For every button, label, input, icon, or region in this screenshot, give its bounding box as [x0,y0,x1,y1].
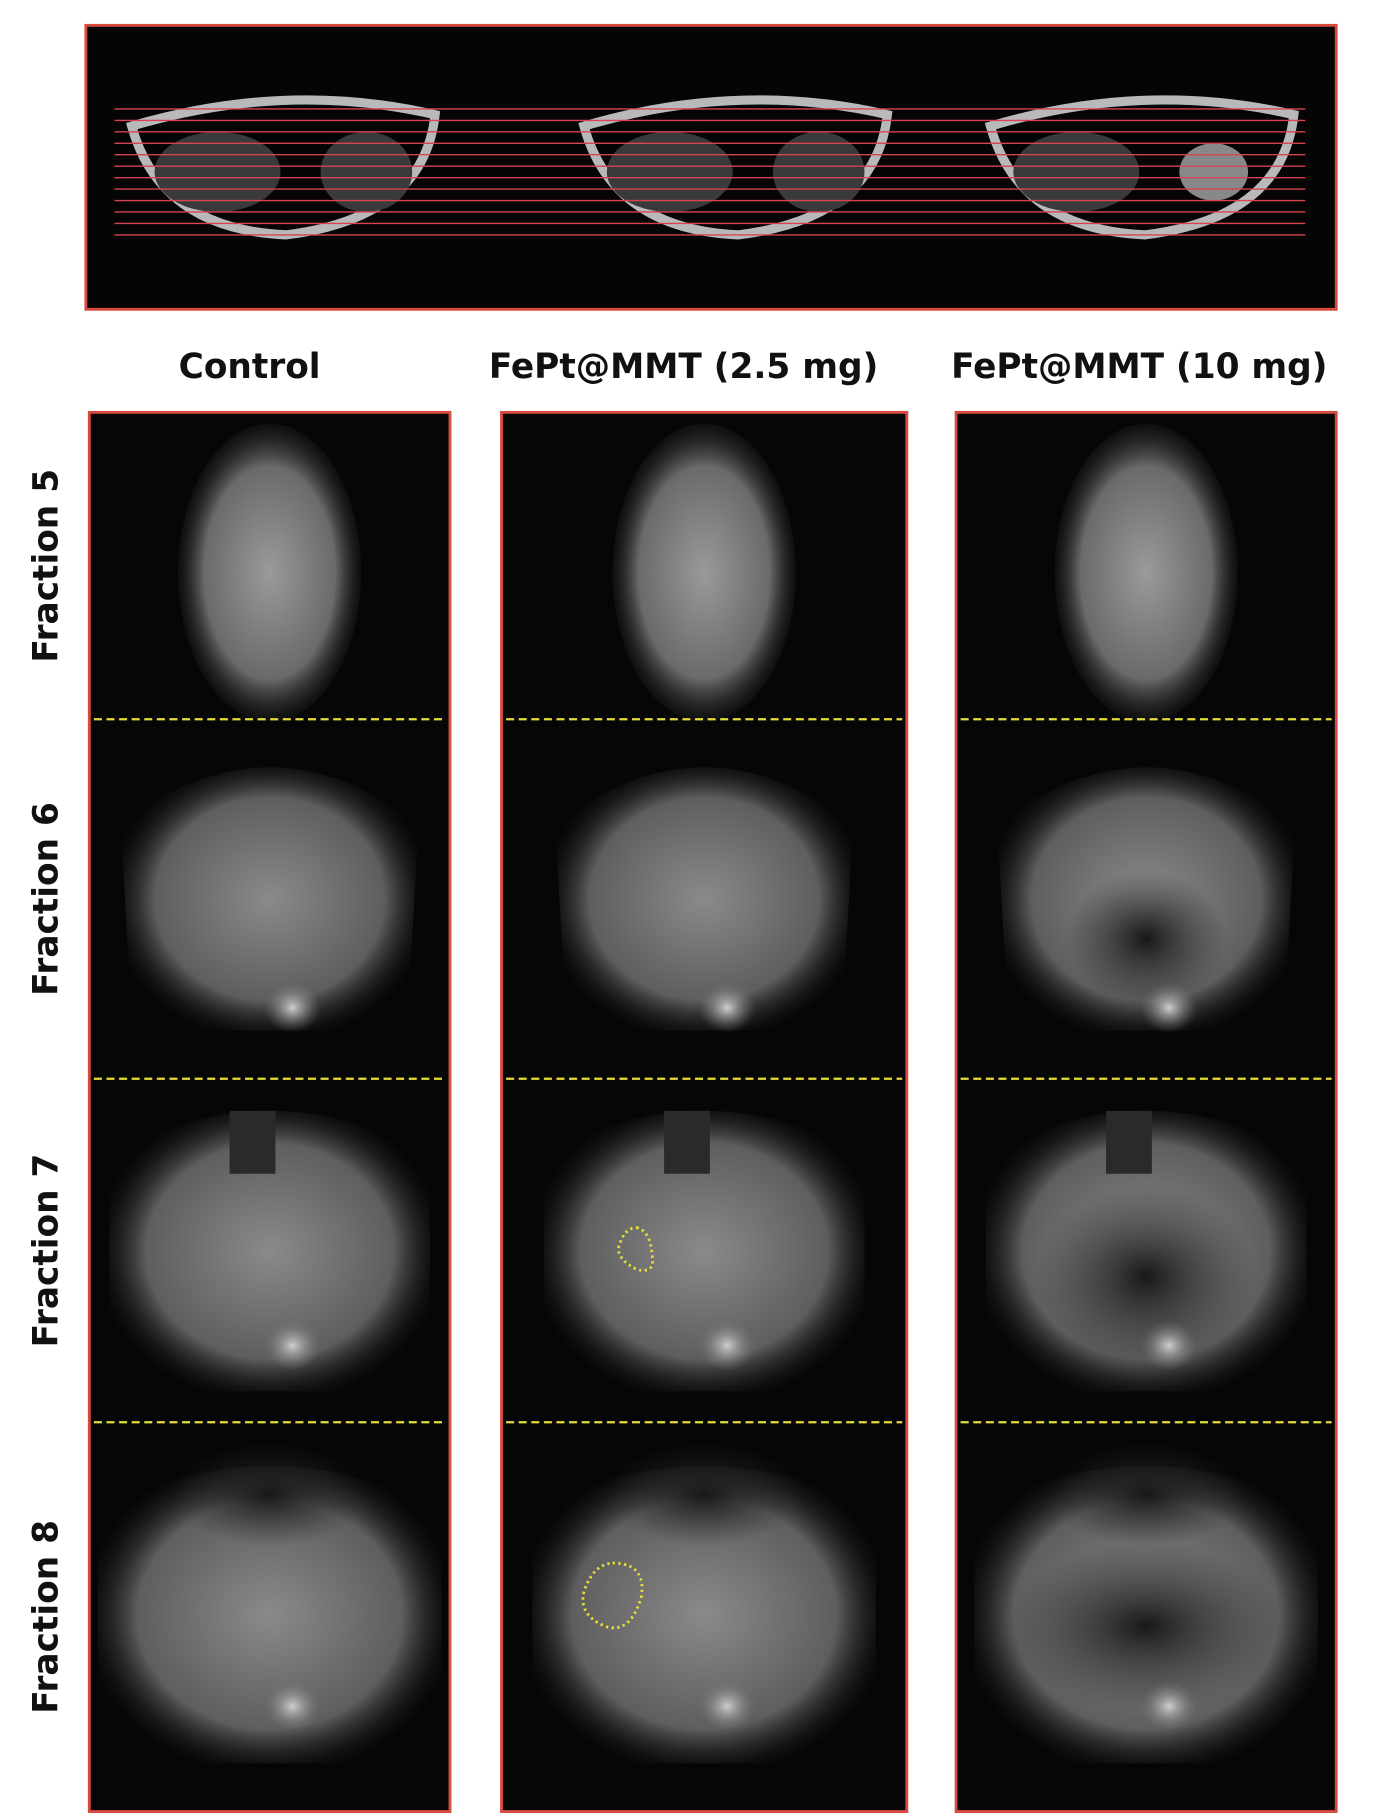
tissue-dark [664,1110,710,1174]
bright-spot [698,982,756,1033]
column-label: Control [179,347,321,387]
tissue [543,1110,865,1392]
bright-spot [1140,1681,1198,1732]
roi-outline [581,1561,644,1630]
row-label: Fraction 5 [26,469,66,663]
bright-spot [263,982,322,1033]
bright-spot [698,1320,756,1371]
tissue [178,423,362,722]
axial-panel [84,23,1338,311]
tissue-dark [1048,1442,1244,1546]
tissue [1054,423,1238,722]
column-label: FePt@MMT (10 mg) [951,347,1327,387]
bright-spot [698,1681,756,1732]
tissue [120,767,419,1031]
column-label: FePt@MMT (2.5 mg) [489,347,878,387]
row-label: Fraction 6 [26,802,66,996]
tissue-dark [1008,1540,1284,1712]
roi-outline [616,1226,655,1272]
bright-spot [263,1320,322,1371]
row-label: Fraction 8 [26,1520,66,1714]
tissue [532,1465,876,1764]
tissue-dark [229,1110,276,1174]
tissue [555,767,854,1031]
tissue-dark [172,1442,367,1546]
tissue [97,1465,442,1764]
tissue-dark [606,1442,802,1546]
tissue [612,423,796,722]
bright-spot [1140,982,1198,1033]
bright-spot [263,1681,322,1732]
tissue [109,1110,430,1392]
row-label: Fraction 7 [26,1154,66,1348]
bright-spot [1140,1320,1198,1371]
tissue-dark [1065,870,1227,1008]
tissue-dark [1106,1110,1152,1174]
tissue-dark [1037,1185,1255,1369]
